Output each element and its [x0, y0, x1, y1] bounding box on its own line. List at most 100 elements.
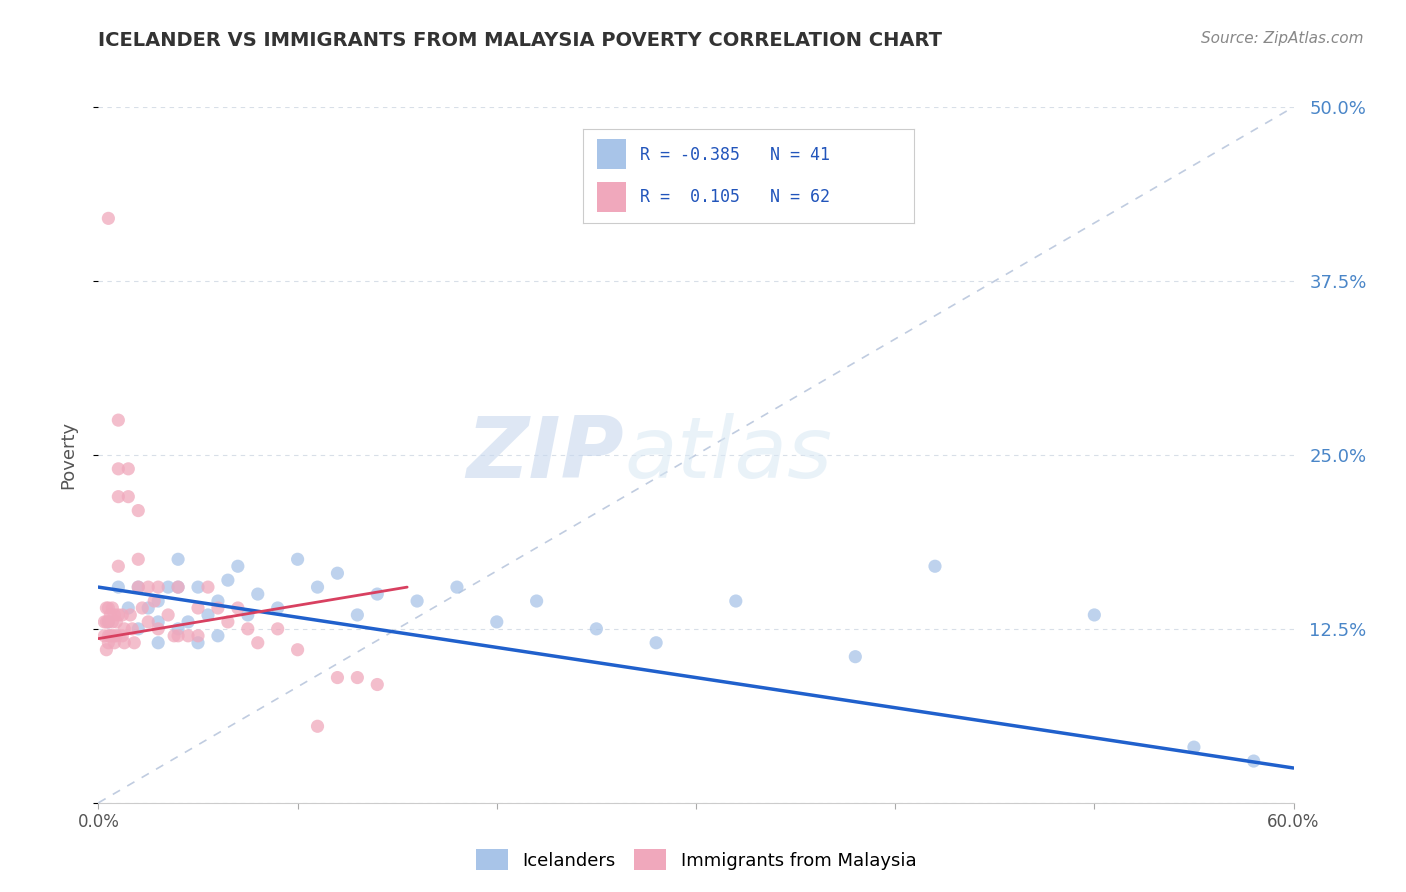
Point	[287, 552, 309, 566]
Legend: Icelanders, Immigrants from Malaysia: Icelanders, Immigrants from Malaysia	[468, 842, 924, 877]
Point	[924, 559, 946, 574]
Point	[117, 601, 139, 615]
Text: Source: ZipAtlas.com: Source: ZipAtlas.com	[1201, 31, 1364, 46]
Point	[187, 636, 209, 650]
Text: ICELANDER VS IMMIGRANTS FROM MALAYSIA POVERTY CORRELATION CHART: ICELANDER VS IMMIGRANTS FROM MALAYSIA PO…	[98, 31, 942, 50]
Point	[148, 615, 170, 629]
Text: ZIP: ZIP	[467, 413, 624, 497]
Point	[97, 629, 120, 643]
Point	[326, 671, 349, 685]
Point	[107, 580, 129, 594]
Point	[267, 601, 290, 615]
FancyBboxPatch shape	[596, 182, 627, 211]
Point	[246, 636, 269, 650]
Point	[197, 607, 219, 622]
Point	[105, 629, 128, 643]
Point	[96, 642, 118, 657]
Point	[187, 629, 209, 643]
Point	[93, 629, 115, 643]
Point	[107, 413, 129, 427]
Point	[136, 601, 159, 615]
Point	[96, 615, 118, 629]
Point	[157, 580, 180, 594]
Point	[197, 580, 219, 594]
Point	[112, 622, 135, 636]
Point	[120, 607, 142, 622]
Point	[127, 580, 149, 594]
Point	[267, 622, 290, 636]
Point	[111, 607, 134, 622]
Text: R = -0.385   N = 41: R = -0.385 N = 41	[640, 145, 830, 163]
Point	[105, 615, 128, 629]
Point	[446, 580, 468, 594]
Point	[526, 594, 548, 608]
Point	[226, 559, 249, 574]
Point	[103, 636, 125, 650]
Point	[207, 629, 229, 643]
Point	[127, 503, 149, 517]
Point	[1083, 607, 1105, 622]
Point	[101, 601, 124, 615]
Point	[103, 629, 125, 643]
Point	[326, 566, 349, 581]
Point	[148, 622, 170, 636]
Text: R =  0.105   N = 62: R = 0.105 N = 62	[640, 188, 830, 206]
Point	[124, 636, 146, 650]
Point	[366, 677, 388, 691]
Point	[101, 629, 124, 643]
Point	[107, 490, 129, 504]
Point	[100, 607, 122, 622]
Point	[136, 615, 159, 629]
Point	[167, 552, 190, 566]
Point	[96, 601, 118, 615]
Point	[117, 490, 139, 504]
Point	[148, 594, 170, 608]
Point	[101, 615, 124, 629]
Point	[112, 636, 135, 650]
Point	[157, 607, 180, 622]
Point	[236, 607, 259, 622]
Point	[844, 649, 866, 664]
Point	[366, 587, 388, 601]
Point	[167, 622, 190, 636]
Point	[307, 719, 329, 733]
Point	[97, 601, 120, 615]
Point	[307, 580, 329, 594]
Point	[207, 594, 229, 608]
Point	[121, 622, 143, 636]
Point	[207, 601, 229, 615]
Point	[117, 462, 139, 476]
Text: atlas: atlas	[624, 413, 832, 497]
Point	[217, 615, 239, 629]
Point	[97, 211, 120, 226]
Point	[93, 615, 115, 629]
Point	[107, 607, 129, 622]
Point	[226, 601, 249, 615]
Point	[111, 629, 134, 643]
Point	[127, 552, 149, 566]
Point	[177, 629, 200, 643]
Point	[107, 462, 129, 476]
Point	[187, 580, 209, 594]
Point	[97, 615, 120, 629]
Point	[1182, 740, 1205, 755]
Point	[107, 559, 129, 574]
Point	[287, 642, 309, 657]
FancyBboxPatch shape	[596, 139, 627, 169]
Point	[127, 580, 149, 594]
Point	[167, 629, 190, 643]
Point	[724, 594, 747, 608]
Point	[131, 601, 153, 615]
Point	[163, 629, 186, 643]
Point	[406, 594, 429, 608]
Point	[346, 671, 368, 685]
Point	[1243, 754, 1265, 768]
Y-axis label: Poverty: Poverty	[59, 421, 77, 489]
Point	[136, 580, 159, 594]
Point	[485, 615, 508, 629]
Point	[346, 607, 368, 622]
Point	[148, 580, 170, 594]
Point	[177, 615, 200, 629]
Point	[103, 607, 125, 622]
Point	[246, 587, 269, 601]
